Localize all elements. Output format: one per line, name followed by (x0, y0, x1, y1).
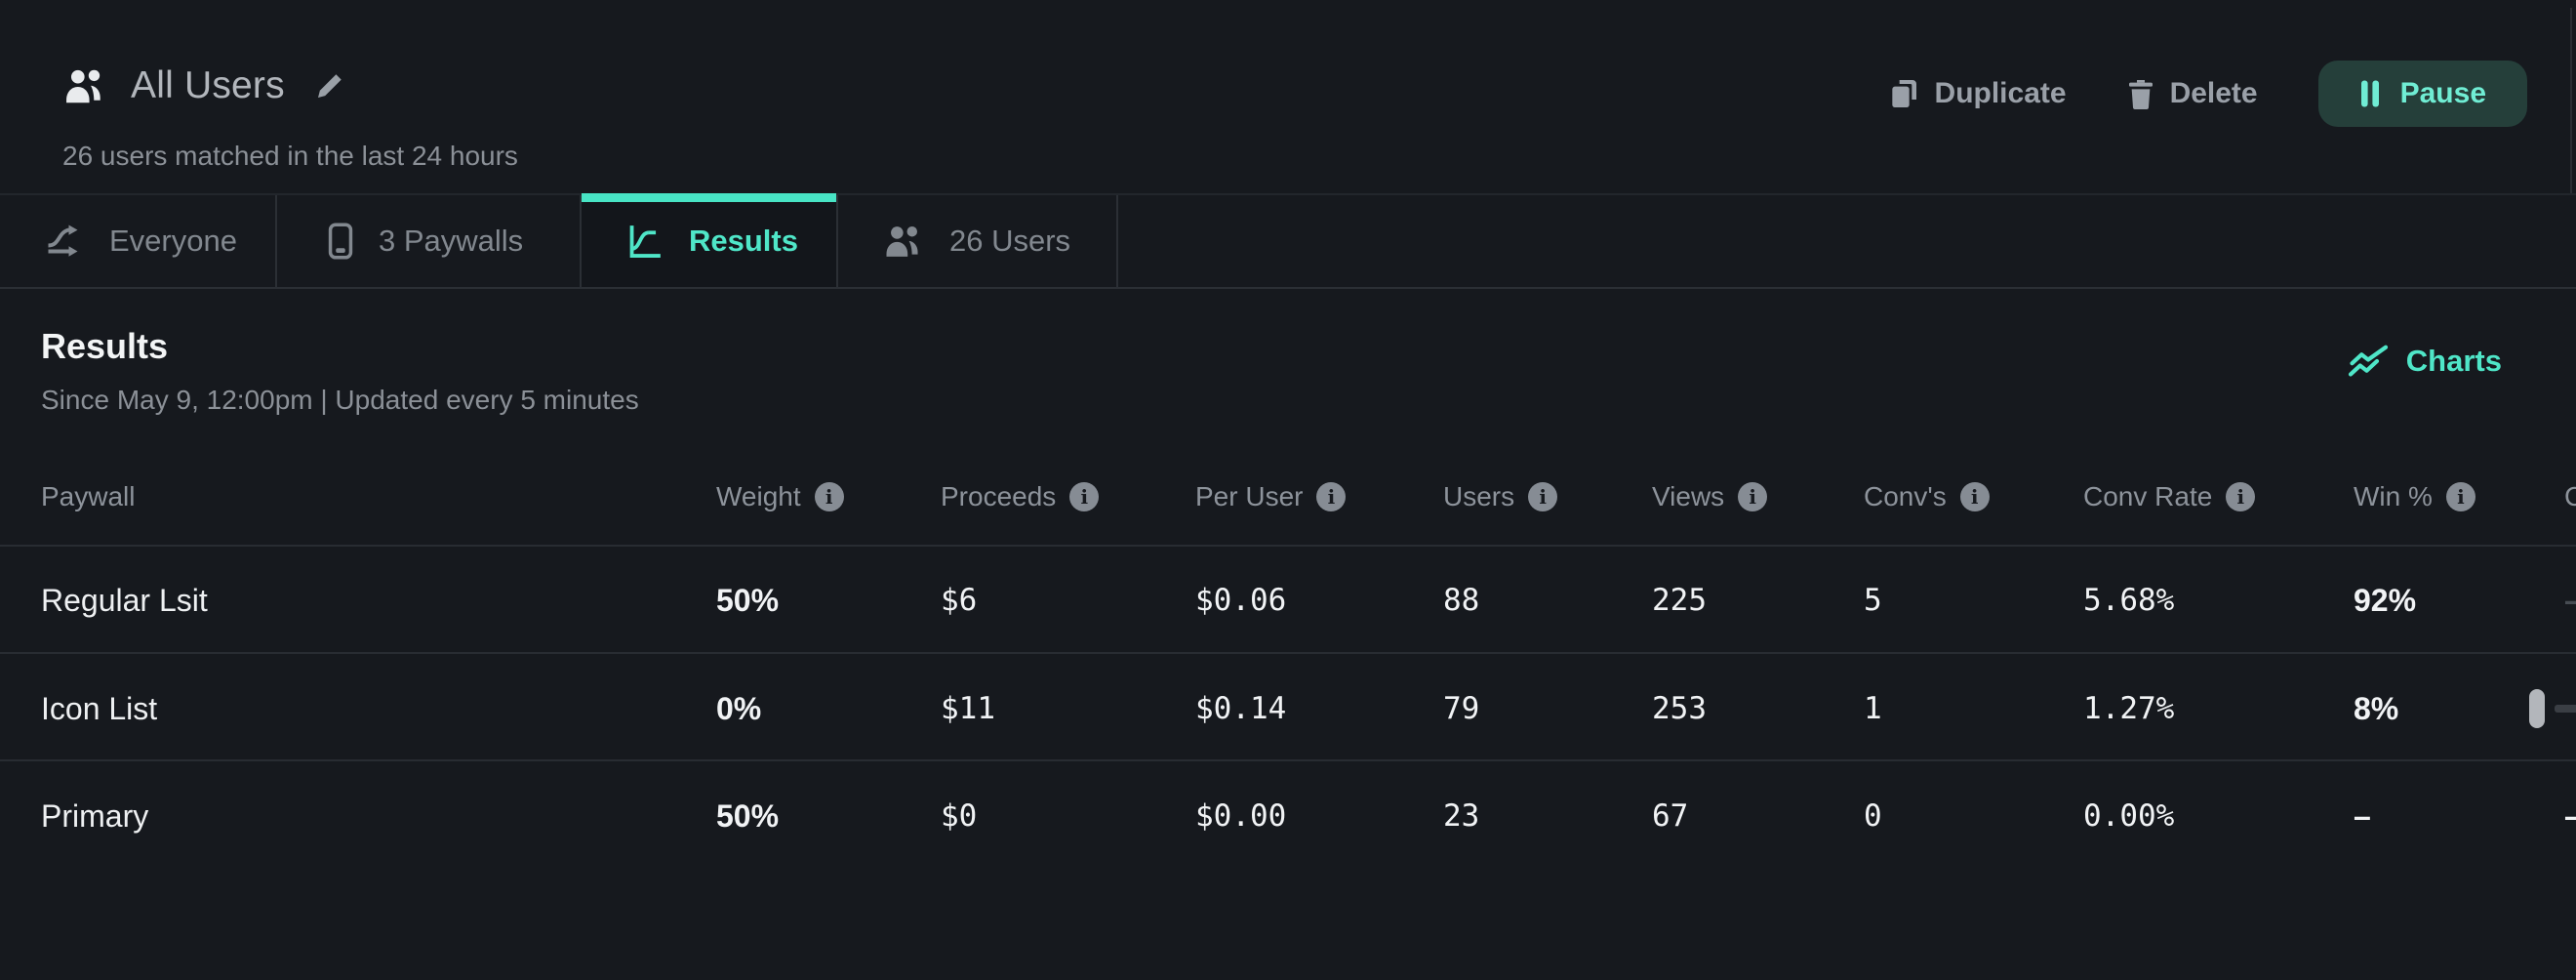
paywall-name: Primary (41, 797, 149, 834)
proceeds-value: $0 (941, 798, 978, 834)
pause-label: Pause (2399, 77, 2486, 109)
header-actions: Duplicate Delete Pause (1890, 61, 2527, 127)
col-convs: Conv's i (1864, 481, 2083, 512)
tab-results-label: Results (689, 224, 798, 258)
clipped-badge (2529, 689, 2545, 728)
users-value: 88 (1443, 583, 1480, 618)
col-win: Win % i (2354, 481, 2564, 512)
tab-users[interactable]: 26 Users (838, 195, 1118, 287)
info-icon[interactable]: i (2445, 482, 2475, 511)
col-proceeds: Proceeds i (941, 481, 1195, 512)
trash-icon (2128, 80, 2153, 109)
results-heading: Results (41, 326, 169, 366)
convs-value: 0 (1864, 798, 1882, 834)
duplicate-icon (1891, 80, 1916, 107)
pause-button[interactable]: Pause (2317, 61, 2527, 127)
info-icon[interactable]: i (1528, 482, 1558, 511)
paywall-name: Icon List (41, 690, 158, 726)
convs-value: 5 (1864, 583, 1882, 618)
info-icon[interactable]: i (2226, 482, 2256, 511)
split-icon (48, 225, 78, 257)
tab-paywalls[interactable]: 3 Paywalls (277, 195, 582, 287)
views-value: 67 (1652, 798, 1689, 834)
title-row: All Users (62, 64, 345, 107)
per-user-value: $0.06 (1195, 583, 1287, 618)
paywall-name: Regular Lsit (41, 582, 208, 618)
col-per-user: Per User i (1195, 481, 1443, 512)
results-subheading: Since May 9, 12:00pm | Updated every 5 m… (41, 385, 639, 415)
col-users: Users i (1443, 481, 1652, 512)
weight-value: 50% (716, 582, 780, 618)
proceeds-value: $6 (941, 583, 978, 618)
clipped-cell (2529, 656, 2576, 761)
tab-paywalls-label: 3 Paywalls (379, 224, 524, 258)
table-row: Icon List 0% $11 $0.14 79 253 1 1.27% 8% (0, 656, 2576, 761)
weight-value: 50% (716, 797, 780, 834)
info-icon[interactable]: i (1316, 482, 1347, 511)
tab-bar: Everyone 3 Paywalls Results 26 Users (0, 193, 2576, 289)
convs-value: 1 (1864, 691, 1882, 726)
line-chart-icon (2348, 345, 2388, 377)
phone-icon (328, 223, 353, 260)
info-icon[interactable]: i (814, 482, 844, 511)
pause-icon (2360, 80, 2379, 107)
clipped-badge-detail (2555, 705, 2576, 713)
info-icon[interactable]: i (1069, 482, 1100, 511)
charts-button[interactable]: Charts (2348, 344, 2502, 379)
weight-value: 0% (716, 690, 762, 726)
matched-users-subtitle: 26 users matched in the last 24 hours (62, 141, 518, 171)
users-icon (886, 225, 918, 257)
conv-rate-value: 5.68% (2083, 583, 2175, 618)
tab-everyone-label: Everyone (109, 224, 237, 258)
viewport-edge-divider (2570, 8, 2572, 193)
per-user-value: $0.00 (1195, 798, 1287, 834)
tab-results[interactable]: Results (582, 193, 838, 287)
table-header-row: Paywall Weight i Proceeds i Per User i User… (0, 449, 2576, 547)
delete-label: Delete (2169, 77, 2258, 109)
charts-label: Charts (2405, 344, 2502, 378)
chart-icon (629, 225, 661, 258)
win-value: – (2354, 797, 2371, 834)
users-value: 79 (1443, 691, 1480, 726)
col-weight: Weight i (716, 481, 941, 512)
info-icon[interactable]: i (1959, 482, 1990, 511)
conv-rate-value: 0.00% (2083, 798, 2175, 834)
col-views: Views i (1652, 481, 1864, 512)
win-value: 8% (2354, 690, 2399, 726)
page-header: All Users 26 users matched in the last 2… (0, 0, 2576, 193)
pencil-icon (317, 74, 342, 98)
info-icon[interactable]: i (1738, 482, 1768, 511)
conv-rate-value: 1.27% (2083, 691, 2175, 726)
views-value: 225 (1652, 583, 1707, 618)
duplicate-button[interactable]: Duplicate (1890, 77, 2067, 110)
users-icon (66, 69, 101, 103)
delete-button[interactable]: Delete (2127, 77, 2258, 110)
col-paywall: Paywall (41, 481, 136, 511)
table-row: Regular Lsit 50% $6 $0.06 88 225 5 5.68%… (0, 549, 2576, 654)
users-value: 23 (1443, 798, 1480, 834)
views-value: 253 (1652, 691, 1707, 726)
win-value: 92% (2354, 582, 2417, 618)
page-title: All Users (131, 64, 285, 106)
clipped-cell: – (2564, 798, 2576, 835)
tab-everyone[interactable]: Everyone (0, 195, 277, 287)
per-user-value: $0.14 (1195, 691, 1287, 726)
clipped-cell: – (2564, 583, 2576, 619)
duplicate-label: Duplicate (1934, 77, 2067, 109)
tab-users-label: 26 Users (949, 224, 1071, 258)
edit-title-button[interactable] (314, 70, 345, 102)
col-conv-rate: Conv Rate i (2083, 481, 2354, 512)
proceeds-value: $11 (941, 691, 995, 726)
results-section-header: Results Since May 9, 12:00pm | Updated e… (41, 326, 639, 416)
table-row: Primary 50% $0 $0.00 23 67 0 0.00% – – (0, 763, 2576, 869)
col-clipped: C (2564, 481, 2576, 511)
